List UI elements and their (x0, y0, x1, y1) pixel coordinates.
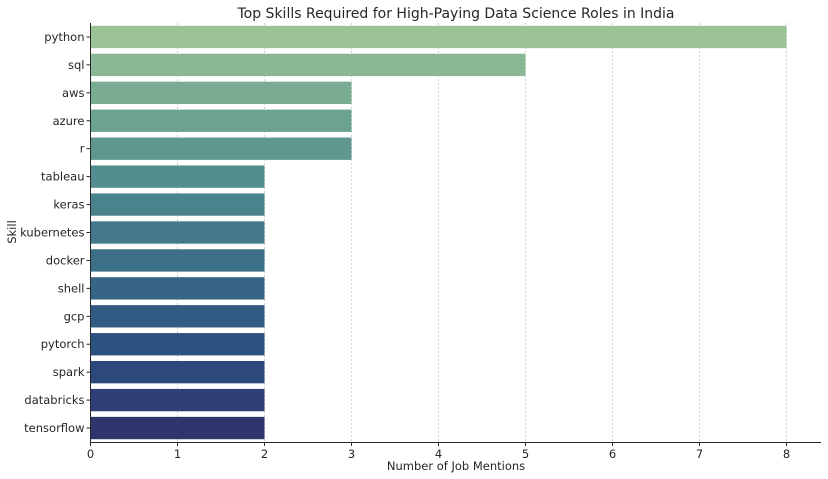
y-tick-label-r: r (80, 142, 85, 156)
bar-spark (90, 360, 265, 384)
y-tick-label-shell: shell (58, 281, 85, 295)
y-tick-label-docker: docker (46, 253, 85, 267)
y-tick-label-python: python (44, 30, 84, 44)
bar-r (90, 137, 352, 160)
x-tick-label: 4 (435, 447, 442, 461)
x-tick-label: 5 (522, 447, 529, 461)
bar-azure (90, 109, 352, 132)
x-tick-label: 3 (348, 447, 355, 461)
x-tick-label: 7 (696, 447, 703, 461)
y-axis-label: Skill (5, 220, 19, 244)
bar-shell (90, 277, 265, 300)
bar-python (90, 25, 787, 49)
x-tick-label: 1 (174, 447, 181, 461)
x-tick-label: 2 (261, 447, 268, 461)
y-tick-label-pytorch: pytorch (41, 337, 85, 351)
y-tick-label-kubernetes: kubernetes (20, 226, 84, 240)
bar-tableau (90, 165, 265, 188)
y-tick-labels: python sql aws azure r tableau keras kubernetes… (20, 30, 91, 435)
y-tick-label-databricks: databricks (24, 393, 84, 407)
x-tick-labels: 0 1 2 3 4 5 6 7 8 (87, 442, 790, 461)
y-tick-label-sql: sql (68, 58, 85, 72)
y-tick-label-aws: aws (62, 86, 84, 100)
bar-sql (90, 53, 526, 77)
bar-databricks (90, 388, 265, 412)
bar-docker (90, 249, 265, 272)
x-tick-label: 8 (783, 447, 790, 461)
bar-kubernetes (90, 221, 265, 244)
bar-tensorflow (90, 416, 265, 440)
bars (90, 25, 787, 440)
bar-gcp (90, 305, 265, 328)
y-tick-label-tableau: tableau (41, 170, 84, 184)
chart-title: Top Skills Required for High-Paying Data… (236, 6, 674, 22)
y-tick-label-spark: spark (53, 365, 85, 379)
y-tick-label-azure: azure (53, 114, 85, 128)
y-tick-label-keras: keras (53, 198, 84, 212)
x-axis-label: Number of Job Mentions (387, 459, 525, 473)
bar-aws (90, 81, 352, 105)
x-tick-label: 6 (609, 447, 616, 461)
y-tick-label-tensorflow: tensorflow (24, 421, 84, 435)
bar-pytorch (90, 333, 265, 356)
bar-keras (90, 193, 265, 216)
y-tick-label-gcp: gcp (64, 309, 85, 323)
x-tick-label: 0 (87, 447, 94, 461)
